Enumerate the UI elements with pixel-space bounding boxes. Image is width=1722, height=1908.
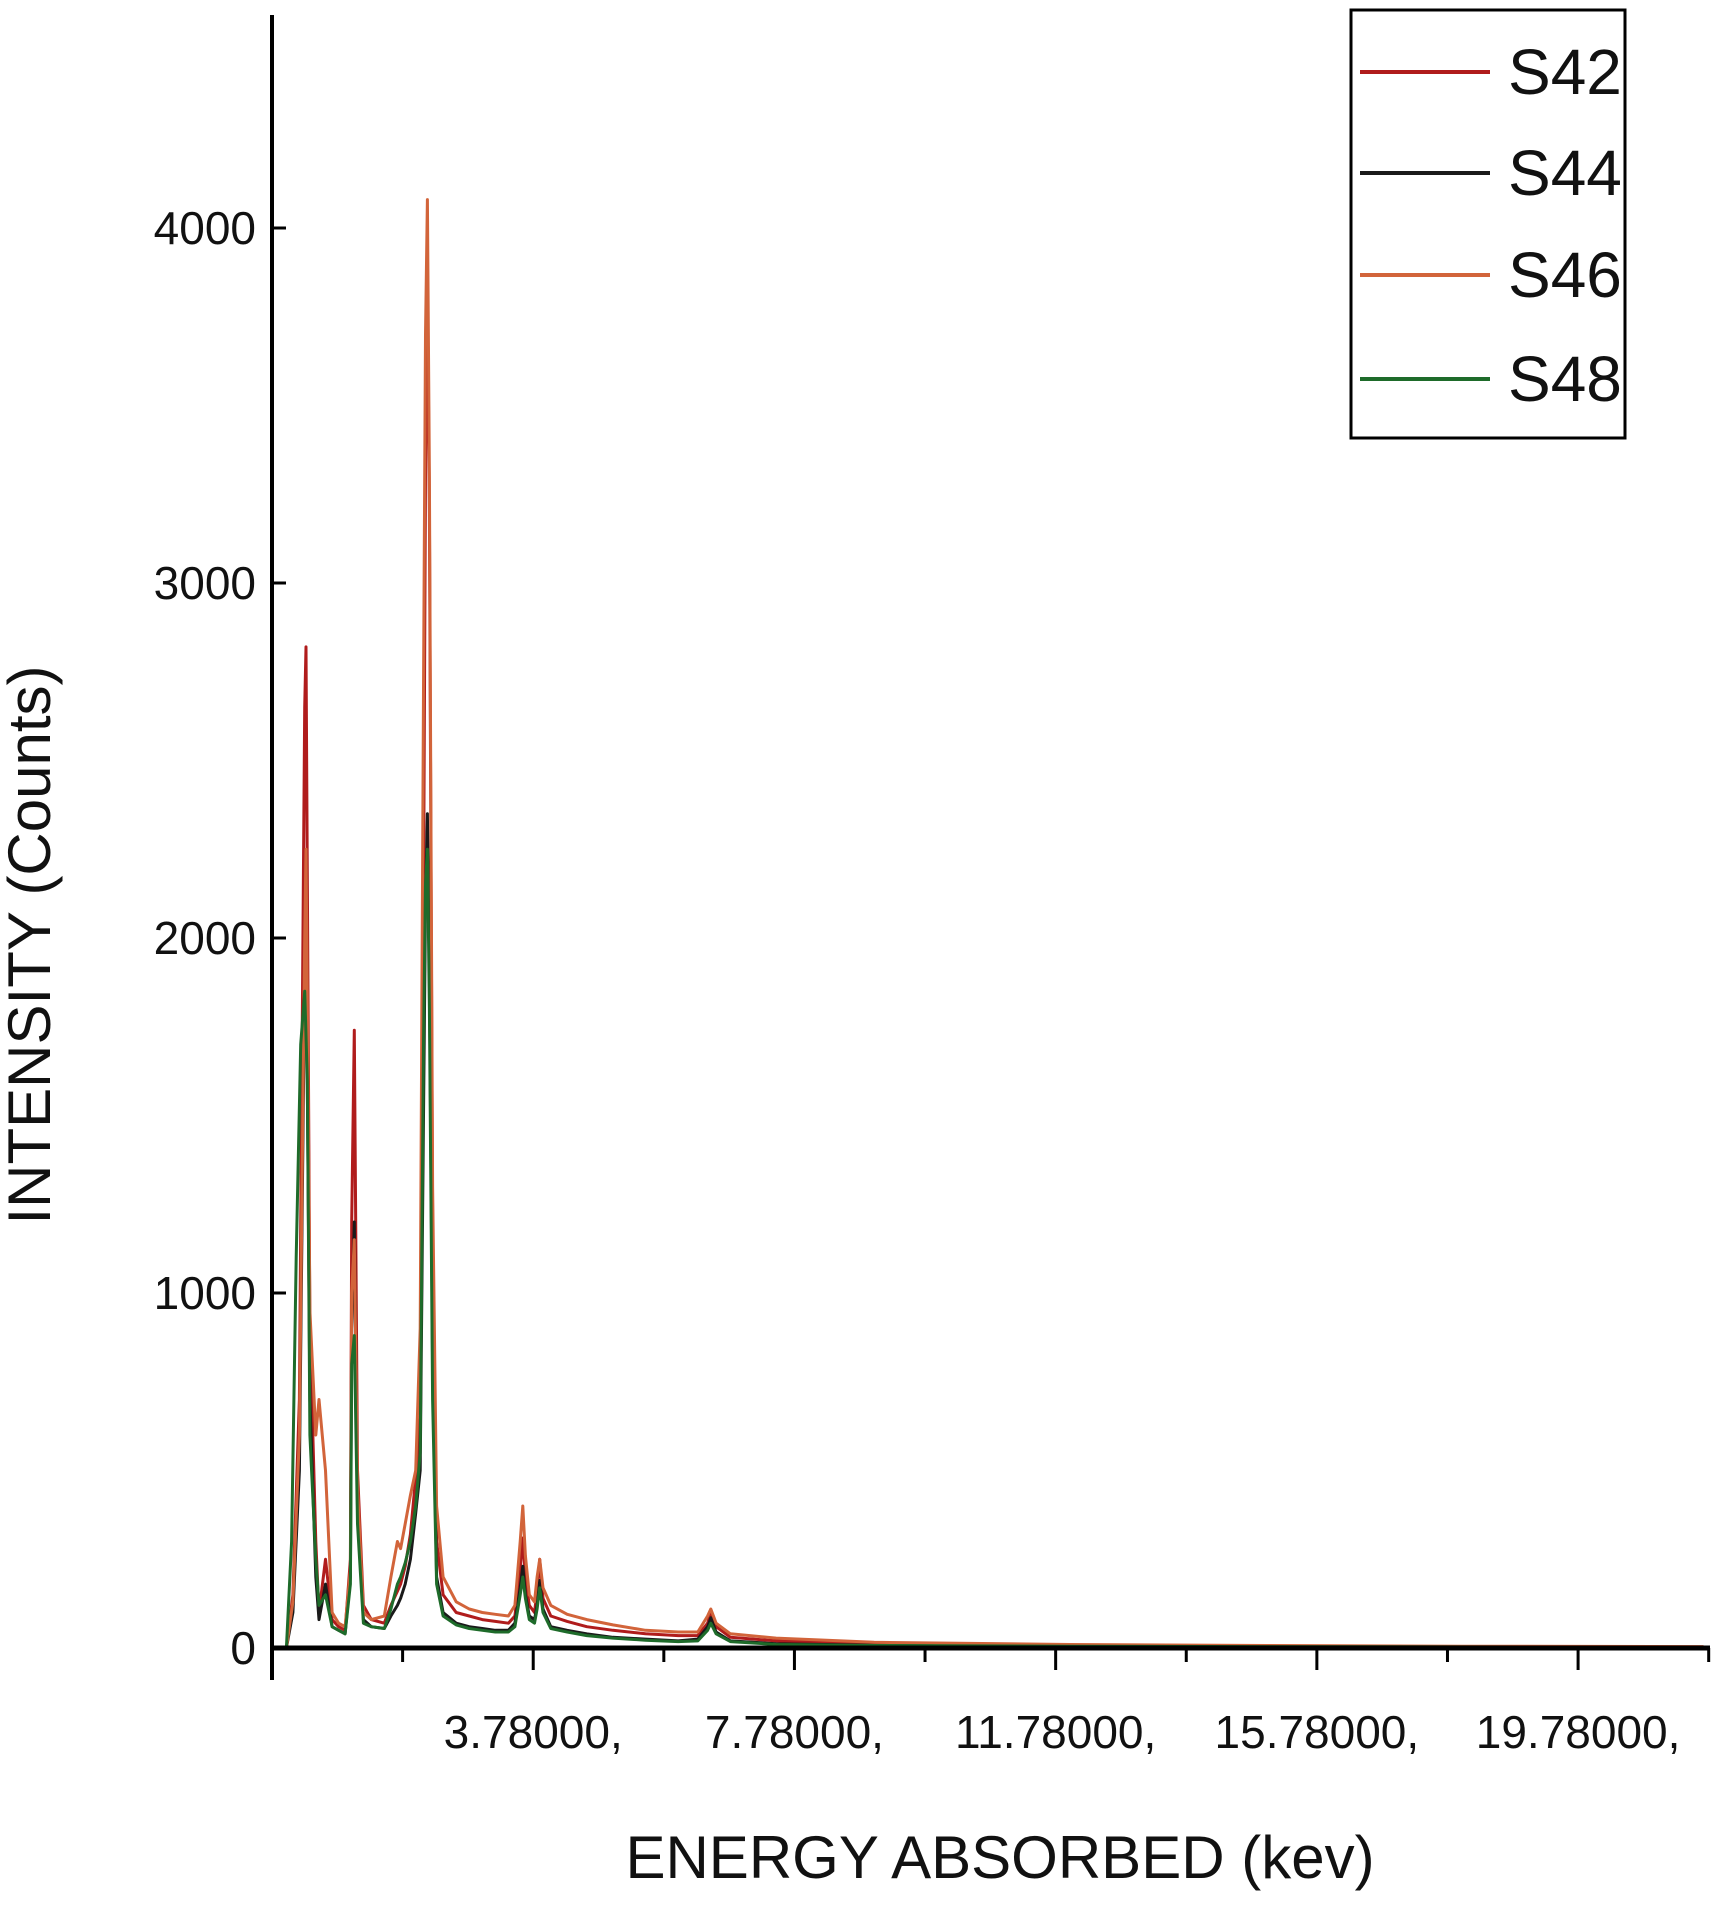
y-tick-label: 4000	[154, 202, 256, 254]
legend-entries: S42 S44 S46 S48	[1360, 36, 1622, 415]
x-tick-label: 3.78000,	[444, 1706, 623, 1758]
y-tick-label: 1000	[154, 1267, 256, 1319]
legend-label-s42: S42	[1508, 36, 1622, 108]
ticks-layer: 0 1000 2000 3000 4000 3.78000, 7.78000, 11.7800…	[154, 202, 1711, 1758]
y-tick-label: 2000	[154, 912, 256, 964]
series-line-s48	[284, 847, 1704, 1649]
series-line-s42	[284, 269, 1704, 1649]
legend-label-s48: S48	[1508, 343, 1622, 415]
legend: S42 S44 S46 S48	[1349, 8, 1627, 440]
legend-label-s46: S46	[1508, 239, 1622, 311]
x-axis-title: ENERGY ABSORBED (kev)	[625, 1824, 1374, 1891]
series-line-s46	[284, 198, 1704, 1649]
series-line-s44	[284, 812, 1704, 1649]
legend-label-s44: S44	[1508, 137, 1622, 209]
x-tick-label: 11.78000,	[955, 1706, 1156, 1758]
x-tick-label: 7.78000,	[705, 1706, 884, 1758]
axes-layer	[270, 15, 1710, 1680]
y-tick-label: 3000	[154, 557, 256, 609]
x-tick-label: 15.78000,	[1215, 1706, 1420, 1758]
y-tick-label: 0	[230, 1622, 256, 1674]
y-axis-title: INTENSITY (Counts)	[0, 665, 63, 1224]
legend-box	[1349, 8, 1627, 440]
x-tick-label: 19.78000,	[1476, 1706, 1681, 1758]
series-layer	[284, 198, 1704, 1649]
